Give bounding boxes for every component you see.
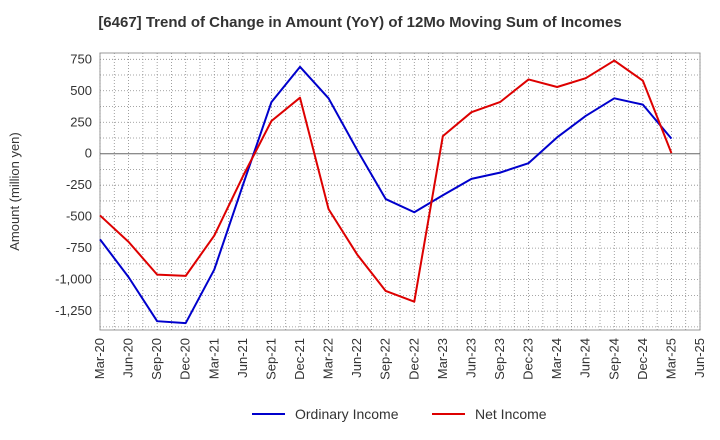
x-tick-label: Jun-25 (692, 338, 707, 378)
x-tick-label: Dec-22 (406, 338, 421, 380)
x-tick-label: Dec-24 (635, 338, 650, 380)
legend-label-ordinary-income: Ordinary Income (295, 406, 399, 422)
gridlines (99, 53, 701, 330)
y-tick-label: 0 (85, 146, 92, 161)
x-tick-label: Jun-20 (121, 338, 136, 378)
y-tick-label: -250 (66, 177, 92, 192)
chart-title: [6467] Trend of Change in Amount (YoY) o… (98, 14, 622, 31)
x-tick-label: Mar-20 (92, 338, 107, 379)
series-line-ordinary-income (99, 65, 673, 325)
y-tick-label: -750 (66, 240, 92, 255)
y-tick-label: 250 (70, 114, 92, 129)
y-tick-label: 750 (70, 51, 92, 66)
x-tick-label: Sep-24 (606, 338, 621, 380)
y-tick-label: 500 (70, 83, 92, 98)
x-tick-label: Mar-22 (321, 338, 336, 379)
x-tick-label: Sep-23 (492, 338, 507, 380)
y-tick-label: -1,000 (55, 272, 92, 287)
x-tick-label: Mar-24 (549, 338, 564, 379)
x-tick-label: Dec-23 (521, 338, 536, 380)
y-axis-label: Amount (million yen) (7, 132, 22, 251)
x-axis: Mar-20 Jun-20 Sep-20 Dec-20 Mar-21 Jun-21 Sep-… (92, 338, 707, 380)
y-tick-label: -500 (66, 209, 92, 224)
x-tick-label: Dec-20 (178, 338, 193, 380)
legend-label-net-income: Net Income (475, 406, 547, 422)
series-layer (99, 59, 673, 325)
series-line-net-income (99, 59, 673, 303)
x-tick-label: Sep-22 (378, 338, 393, 380)
y-tick-label: -1,250 (55, 303, 92, 318)
x-tick-label: Mar-23 (435, 338, 450, 379)
x-tick-label: Mar-25 (663, 338, 678, 379)
x-tick-label: Jun-24 (578, 338, 593, 378)
x-tick-label: Mar-21 (206, 338, 221, 379)
y-axis: 750 500 250 0 -250 -500 -750 -1,000 -1,250 (55, 51, 92, 318)
x-tick-label: Sep-20 (149, 338, 164, 380)
x-tick-label: Jun-22 (349, 338, 364, 378)
x-tick-label: Jun-21 (235, 338, 250, 378)
x-tick-label: Jun-23 (463, 338, 478, 378)
x-tick-label: Dec-21 (292, 338, 307, 380)
x-tick-label: Sep-21 (263, 338, 278, 380)
legend: Ordinary Income Net Income (252, 406, 547, 422)
